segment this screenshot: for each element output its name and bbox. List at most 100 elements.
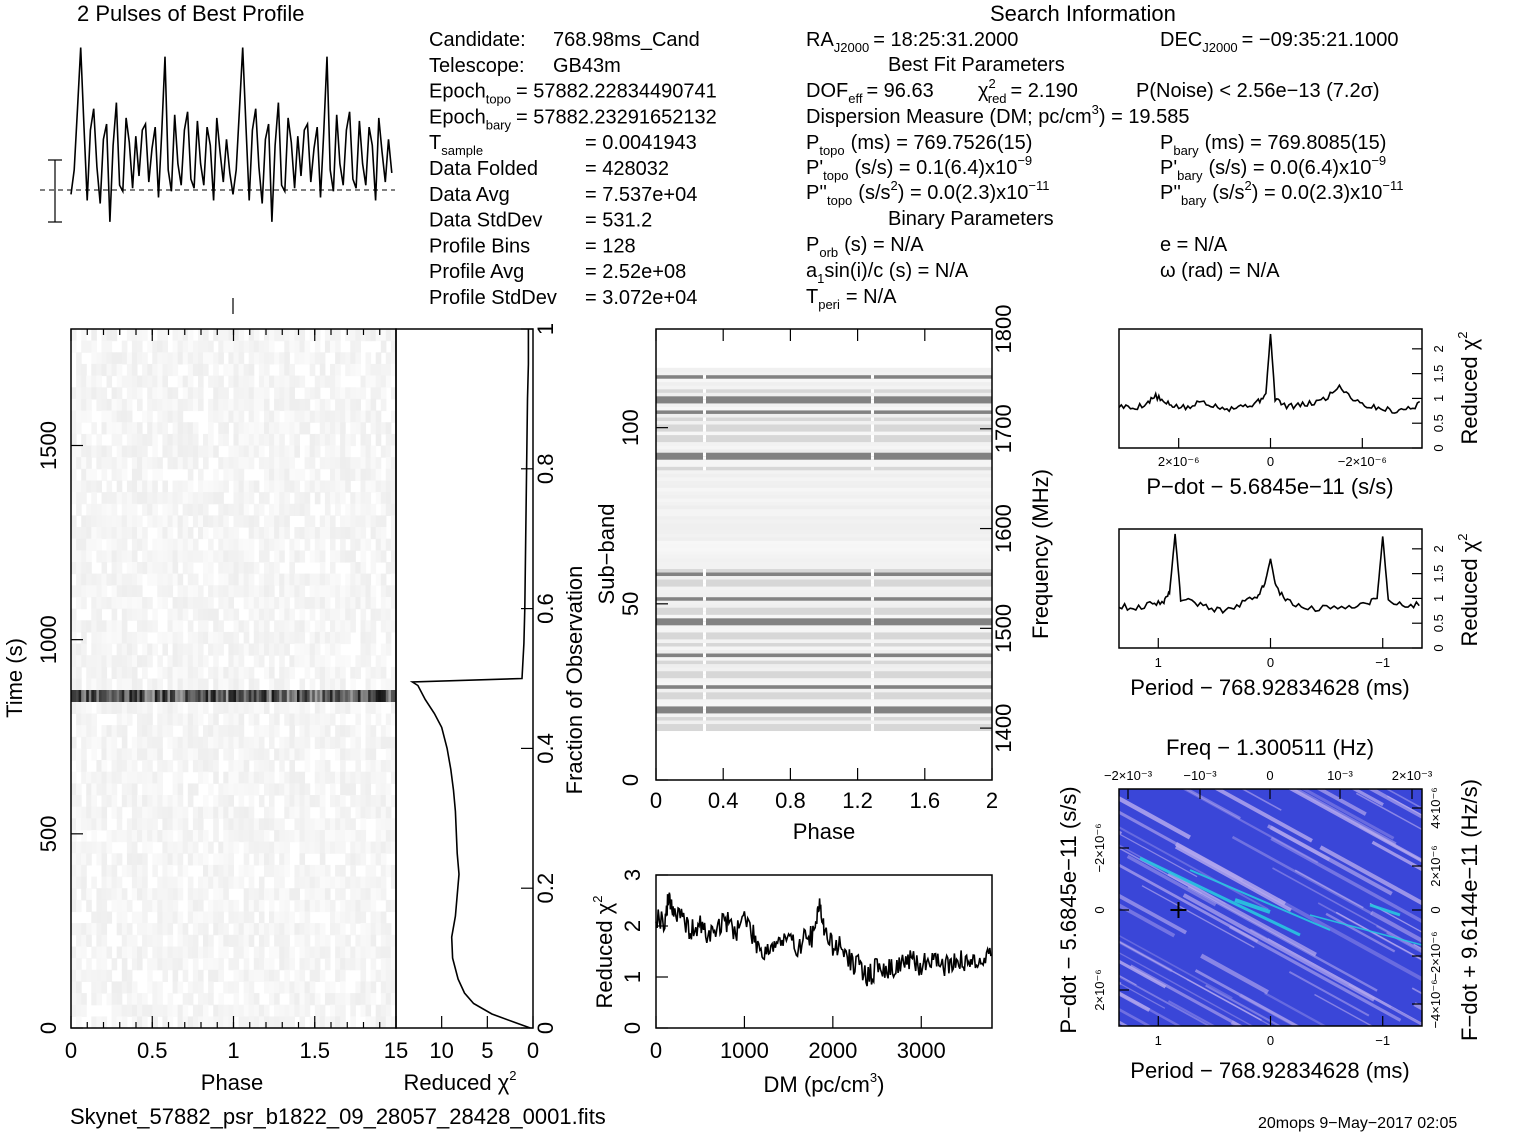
y-tick-label: 0.8 <box>533 454 558 485</box>
subband-row <box>656 674 992 679</box>
subband-row <box>656 617 992 622</box>
time-phase-band-cell <box>96 690 100 702</box>
subband-row <box>656 628 992 633</box>
map-streak <box>1200 953 1269 995</box>
map-streak <box>1288 971 1370 1017</box>
info-row: Tsample <box>429 132 483 158</box>
time-phase-band-cell <box>126 690 130 702</box>
y-tick-label: 1 <box>1431 595 1446 602</box>
subband-row <box>656 533 992 538</box>
subband-row <box>656 508 992 513</box>
subband-row <box>656 378 992 383</box>
subband-row <box>656 385 992 390</box>
y-tick-label: 0 <box>1431 444 1446 451</box>
svg-text:DOFeff= 96.63: DOFeff = 96.63 <box>806 80 934 106</box>
time-phase-band-cell <box>266 690 270 702</box>
map-streak <box>1205 984 1282 1026</box>
chi2-dm-panel: 0 1000 2000 3000 0 1 2 3 DM (pc/cm3) Reduced χ2 <box>590 869 993 1097</box>
subband-row <box>656 505 992 510</box>
subband-row <box>656 699 992 703</box>
chi2-period-panel: 1 0 −1 0 0.5 1 1.5 2 Period − 768.92834628 (ms)… <box>1118 528 1482 700</box>
time-phase-band-cell <box>337 690 341 702</box>
map-hot-streak <box>1234 898 1271 914</box>
subband-row <box>656 639 992 644</box>
y-tick-label: 0.5 <box>1431 414 1446 432</box>
x-tick-label: 1 <box>1155 655 1162 670</box>
time-phase-band-cell <box>88 690 92 702</box>
map-streak <box>1119 940 1262 1021</box>
y-tick-label: 1500 <box>36 421 61 470</box>
subband-frame <box>655 328 993 781</box>
map-streak <box>1370 910 1422 943</box>
right-tick-label: 2×10⁻⁶ <box>1428 845 1443 887</box>
time-phase-band-cell <box>380 690 384 702</box>
time-phase-band-cell <box>200 690 204 702</box>
time-phase-band-cell <box>124 690 128 702</box>
subband-row <box>656 727 992 732</box>
time-phase-band-cell <box>360 690 364 702</box>
x-tick-label: −2×10⁻⁶ <box>1338 454 1387 469</box>
subband-row <box>656 554 992 559</box>
subband-row <box>656 441 992 446</box>
time-phase-band-cell <box>342 690 346 702</box>
subband-xlabel: Phase <box>793 819 855 844</box>
map-hot-streak <box>1139 856 1301 937</box>
y-tick-label: 0.5 <box>1431 614 1446 632</box>
map-streak <box>1119 1007 1152 1026</box>
subband-row <box>656 596 992 601</box>
time-phase-band-cell <box>340 690 344 702</box>
info-value: = 57882.23291652132 <box>516 106 717 128</box>
map-streak <box>1229 925 1402 1022</box>
map-streak <box>1187 885 1378 992</box>
y-tick-label: 1000 <box>36 615 61 664</box>
time-phase-band-cell <box>322 690 326 702</box>
x-tick-label: 1.6 <box>910 788 941 813</box>
chi2-pdot-panel: 2×10⁻⁶ 0 −2×10⁻⁶ 0 0.5 1 1.5 2 P−dot − 5.6845e−… <box>1118 328 1482 499</box>
time-phase-band-cell <box>71 690 74 702</box>
map-streak <box>1119 833 1198 878</box>
x-tick-label: 1.2 <box>842 788 873 813</box>
subband-row <box>656 540 992 545</box>
map-streak <box>1194 969 1300 1026</box>
info-row: Profile StdDev <box>429 287 557 309</box>
subband-row <box>656 420 992 425</box>
time-phase-band-cell <box>190 690 194 702</box>
time-phase-band-cell <box>81 690 85 702</box>
map-streak <box>1403 1046 1516 1108</box>
subband-row <box>656 572 992 577</box>
time-phase-band-cell <box>177 690 181 702</box>
right-tick-label: −2×10⁻⁶ <box>1428 931 1443 980</box>
x-tick-label: 1 <box>1155 1033 1162 1048</box>
time-phase-band-cell <box>388 690 392 702</box>
time-phase-band-cell <box>335 690 339 702</box>
time-phase-band-cell <box>213 690 217 702</box>
profile-curve <box>70 47 393 222</box>
svg-text:P''topo(s/s2) = 0.0(2.3)x10−11: P''topo (s/s2) = 0.0(2.3)x10−11 <box>806 178 1049 208</box>
subband-row <box>656 716 992 721</box>
time-phase-band-cell <box>236 690 239 702</box>
time-phase-band-cell <box>363 690 366 702</box>
svg-text:Tperi= N/A: Tperi = N/A <box>806 286 897 312</box>
time-phase-band-cell <box>248 690 252 702</box>
subband-row <box>656 487 992 492</box>
fraction-ylabel: Fraction of Observation <box>562 566 587 795</box>
subband-row <box>656 607 992 612</box>
subband-row <box>656 663 992 668</box>
frequency-ylabel: Frequency (MHz) <box>1028 469 1053 639</box>
time-phase-band-cell <box>78 690 82 702</box>
time-phase-band-cell <box>281 690 285 702</box>
map-streak <box>1119 826 1269 911</box>
time-phase-band-cell <box>347 690 351 702</box>
info-value: GB43m <box>553 55 621 77</box>
x-tick-label: 1 <box>227 1038 239 1063</box>
svg-text:Pbary(ms) = 769.8085(15): Pbary (ms) = 769.8085(15) <box>1160 132 1386 158</box>
time-phase-band-cell <box>164 690 168 702</box>
time-phase-band-cell <box>251 690 255 702</box>
y-tick-label: 1.5 <box>1431 565 1446 583</box>
svg-text:a1sin(i)/c (s) = N/A: a1sin(i)/c (s) = N/A <box>806 260 969 286</box>
time-phase-band-cell <box>317 690 321 702</box>
subband-row <box>656 445 992 450</box>
chi2-time-ticks: 15 10 5 0 0 0.2 0.4 0.6 0.8 1 <box>384 323 558 1063</box>
time-phase-band-cell <box>142 690 146 702</box>
subband-row <box>656 695 992 700</box>
